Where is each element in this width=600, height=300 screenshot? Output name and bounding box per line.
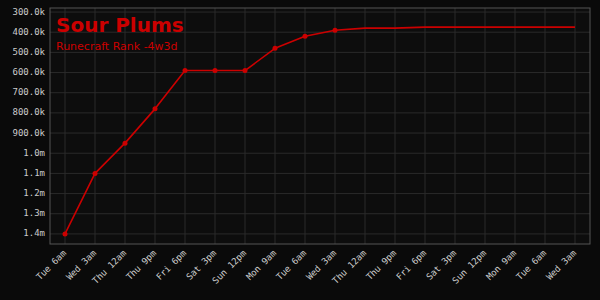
grid-line	[50, 153, 590, 154]
x-tick-label: Mon 9am	[484, 248, 518, 282]
grid-line	[50, 193, 590, 194]
grid-line	[50, 92, 590, 93]
grid-line	[395, 8, 396, 244]
dot	[63, 231, 68, 236]
x-tick-label: Sun 12pm	[210, 248, 248, 286]
grid-line	[275, 8, 276, 244]
grid-line	[215, 8, 216, 244]
dot	[93, 171, 98, 176]
grid-line	[245, 8, 246, 244]
dot	[333, 28, 338, 33]
dot	[123, 141, 128, 146]
grid-line	[365, 8, 366, 244]
y-tick-label: 400.0k	[12, 27, 45, 37]
grid-line	[50, 112, 590, 113]
grid-line	[515, 8, 516, 244]
data	[63, 27, 576, 236]
x-tick-label: Sun 12pm	[450, 248, 488, 286]
y-tick-label: 1.4m	[23, 228, 45, 238]
dot	[183, 68, 188, 73]
x-tick-label: Thu 12am	[330, 248, 368, 286]
y-tick-label: 700.0k	[12, 87, 45, 97]
y-tick-label: 900.0k	[12, 128, 45, 138]
y-tick-label: 600.0k	[12, 67, 45, 77]
dot	[153, 106, 158, 111]
dot	[303, 34, 308, 39]
x-tick-label: Tue 6am	[274, 248, 308, 282]
y-tick-label: 1.3m	[23, 208, 45, 218]
background	[0, 0, 600, 300]
y-tick-label: 1.0m	[23, 148, 45, 158]
line	[65, 27, 575, 234]
y-tick-label: 300.0k	[12, 7, 45, 17]
dot	[213, 68, 218, 73]
grid-line	[485, 8, 486, 244]
x-tick-label: Fri 6pm	[394, 248, 428, 282]
y-tick-label: 500.0k	[12, 47, 45, 57]
x-tick-label: Wed 3am	[544, 248, 578, 282]
dot	[273, 46, 278, 51]
grid-line	[335, 8, 336, 244]
y-tick-label: 800.0k	[12, 107, 45, 117]
plot-frame	[50, 8, 590, 244]
y-tick-label: 1.1m	[23, 168, 45, 178]
plot-background	[50, 8, 590, 244]
x-tick-label: Mon 9am	[244, 248, 278, 282]
y-axis: 300.0k 400.0k 500.0k 600.0k 700.0k 800.0k 900.…	[12, 7, 590, 239]
grid-line	[50, 213, 590, 214]
chart: 300.0k 400.0k 500.0k 600.0k 700.0k 800.0k 900.…	[0, 0, 600, 300]
grid-line	[50, 72, 590, 73]
y-tick-label: 1.2m	[23, 188, 45, 198]
grid-line	[305, 8, 306, 244]
grid-line	[575, 8, 576, 244]
x-tick-label: Tue 6am	[514, 248, 548, 282]
grid-line	[545, 8, 546, 244]
grid-line	[425, 8, 426, 244]
x-tick-label: Thu 12am	[90, 248, 128, 286]
x-tick-label: Tue 6am	[34, 248, 68, 282]
x-tick-label: Fri 6pm	[154, 248, 188, 282]
dot	[243, 68, 248, 73]
grid-line	[50, 233, 590, 234]
grid-line	[50, 133, 590, 134]
grid-line	[455, 8, 456, 244]
x-tick-label: Thu 9pm	[124, 248, 158, 282]
grid-line	[50, 173, 590, 174]
grid-line	[185, 8, 186, 244]
title: Sour Plums	[56, 13, 184, 37]
subtitle: Runecraft Rank -4w3d	[56, 40, 178, 53]
x-tick-label: Thu 9pm	[364, 248, 398, 282]
